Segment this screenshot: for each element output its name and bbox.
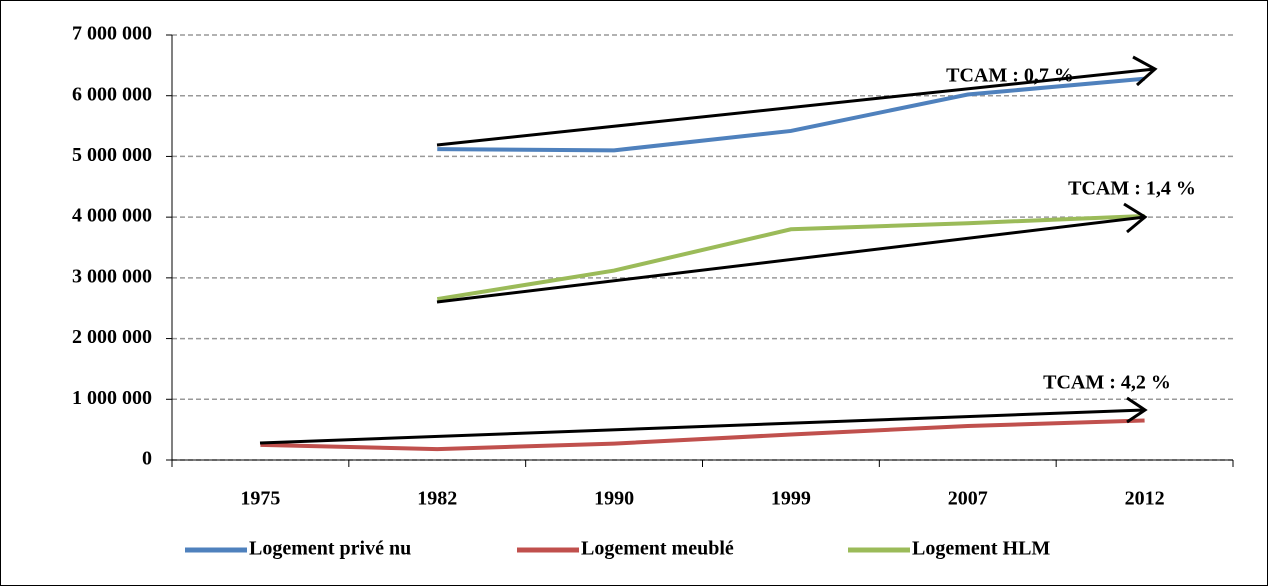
legend-label: Logement HLM (912, 538, 1050, 560)
annotation: TCAM : 1,4 % (1068, 178, 1196, 200)
x-tick-label: 1982 (417, 488, 457, 510)
annotation: TCAM : 0,7 % (946, 65, 1074, 87)
y-tick-label: 2 000 000 (72, 326, 152, 348)
arrow-head (1123, 202, 1148, 234)
y-tick-label: 7 000 000 (72, 23, 152, 45)
y-tick-label: 1 000 000 (72, 387, 152, 409)
annotation: TCAM : 4,2 % (1043, 372, 1171, 394)
y-tick-label: 6 000 000 (72, 83, 152, 105)
x-tick-label: 1999 (771, 488, 811, 510)
series-line (436, 213, 1145, 302)
trend-arrow (436, 215, 1146, 304)
trend-arrows (259, 55, 1158, 445)
y-tick-label: 0 (142, 448, 152, 470)
trend-arrow (436, 67, 1156, 147)
x-tick-label: 1975 (240, 488, 280, 510)
trend-arrow (259, 408, 1146, 445)
legend-label: Logement meublé (581, 538, 734, 560)
y-tick-label: 3 000 000 (72, 265, 152, 287)
series-line (437, 76, 1145, 153)
y-tick-label: 4 000 000 (72, 205, 152, 227)
legend-label: Logement privé nu (249, 538, 411, 560)
series-line (260, 418, 1145, 452)
arrow-head (1132, 55, 1158, 87)
arrow-head (1126, 396, 1148, 424)
y-tick-label: 5 000 000 (72, 144, 152, 166)
x-tick-label: 2012 (1125, 488, 1165, 510)
x-tick-label: 1990 (594, 488, 634, 510)
x-tick-label: 2007 (948, 488, 988, 510)
